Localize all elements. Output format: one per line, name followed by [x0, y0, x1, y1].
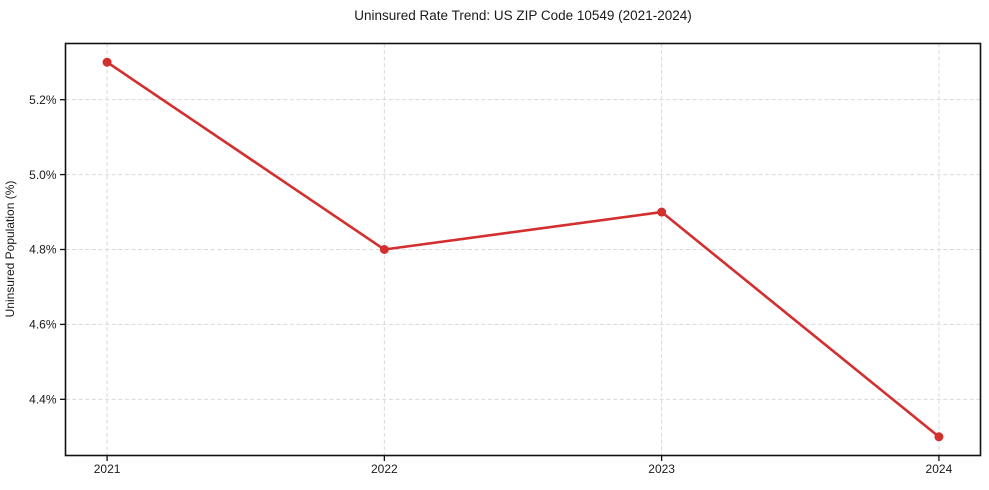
- data-point-marker: [102, 57, 112, 67]
- y-tick-label: 4.6%: [29, 318, 57, 332]
- y-tick-label: 4.8%: [29, 243, 57, 257]
- x-tick-label: 2023: [648, 462, 675, 476]
- data-point-marker: [657, 207, 667, 217]
- data-point-marker: [379, 245, 389, 254]
- y-tick-label: 5.0%: [29, 168, 57, 182]
- y-axis-label: Uninsured Population (%): [3, 181, 17, 318]
- x-tick-label: 2021: [94, 462, 121, 476]
- y-tick-label: 5.2%: [29, 93, 57, 107]
- chart-title: Uninsured Rate Trend: US ZIP Code 10549 …: [354, 8, 691, 23]
- series-line: [106, 61, 940, 438]
- x-tick-label: 2022: [371, 462, 398, 476]
- x-tick-label: 2024: [926, 462, 953, 476]
- y-tick-label: 4.4%: [29, 393, 57, 407]
- data-point-marker: [934, 432, 944, 442]
- plot-dynamic-content: 2021 2022 2023 2024 4.4% 4.6% 4.8% 5.0% 5.2%: [29, 42, 982, 476]
